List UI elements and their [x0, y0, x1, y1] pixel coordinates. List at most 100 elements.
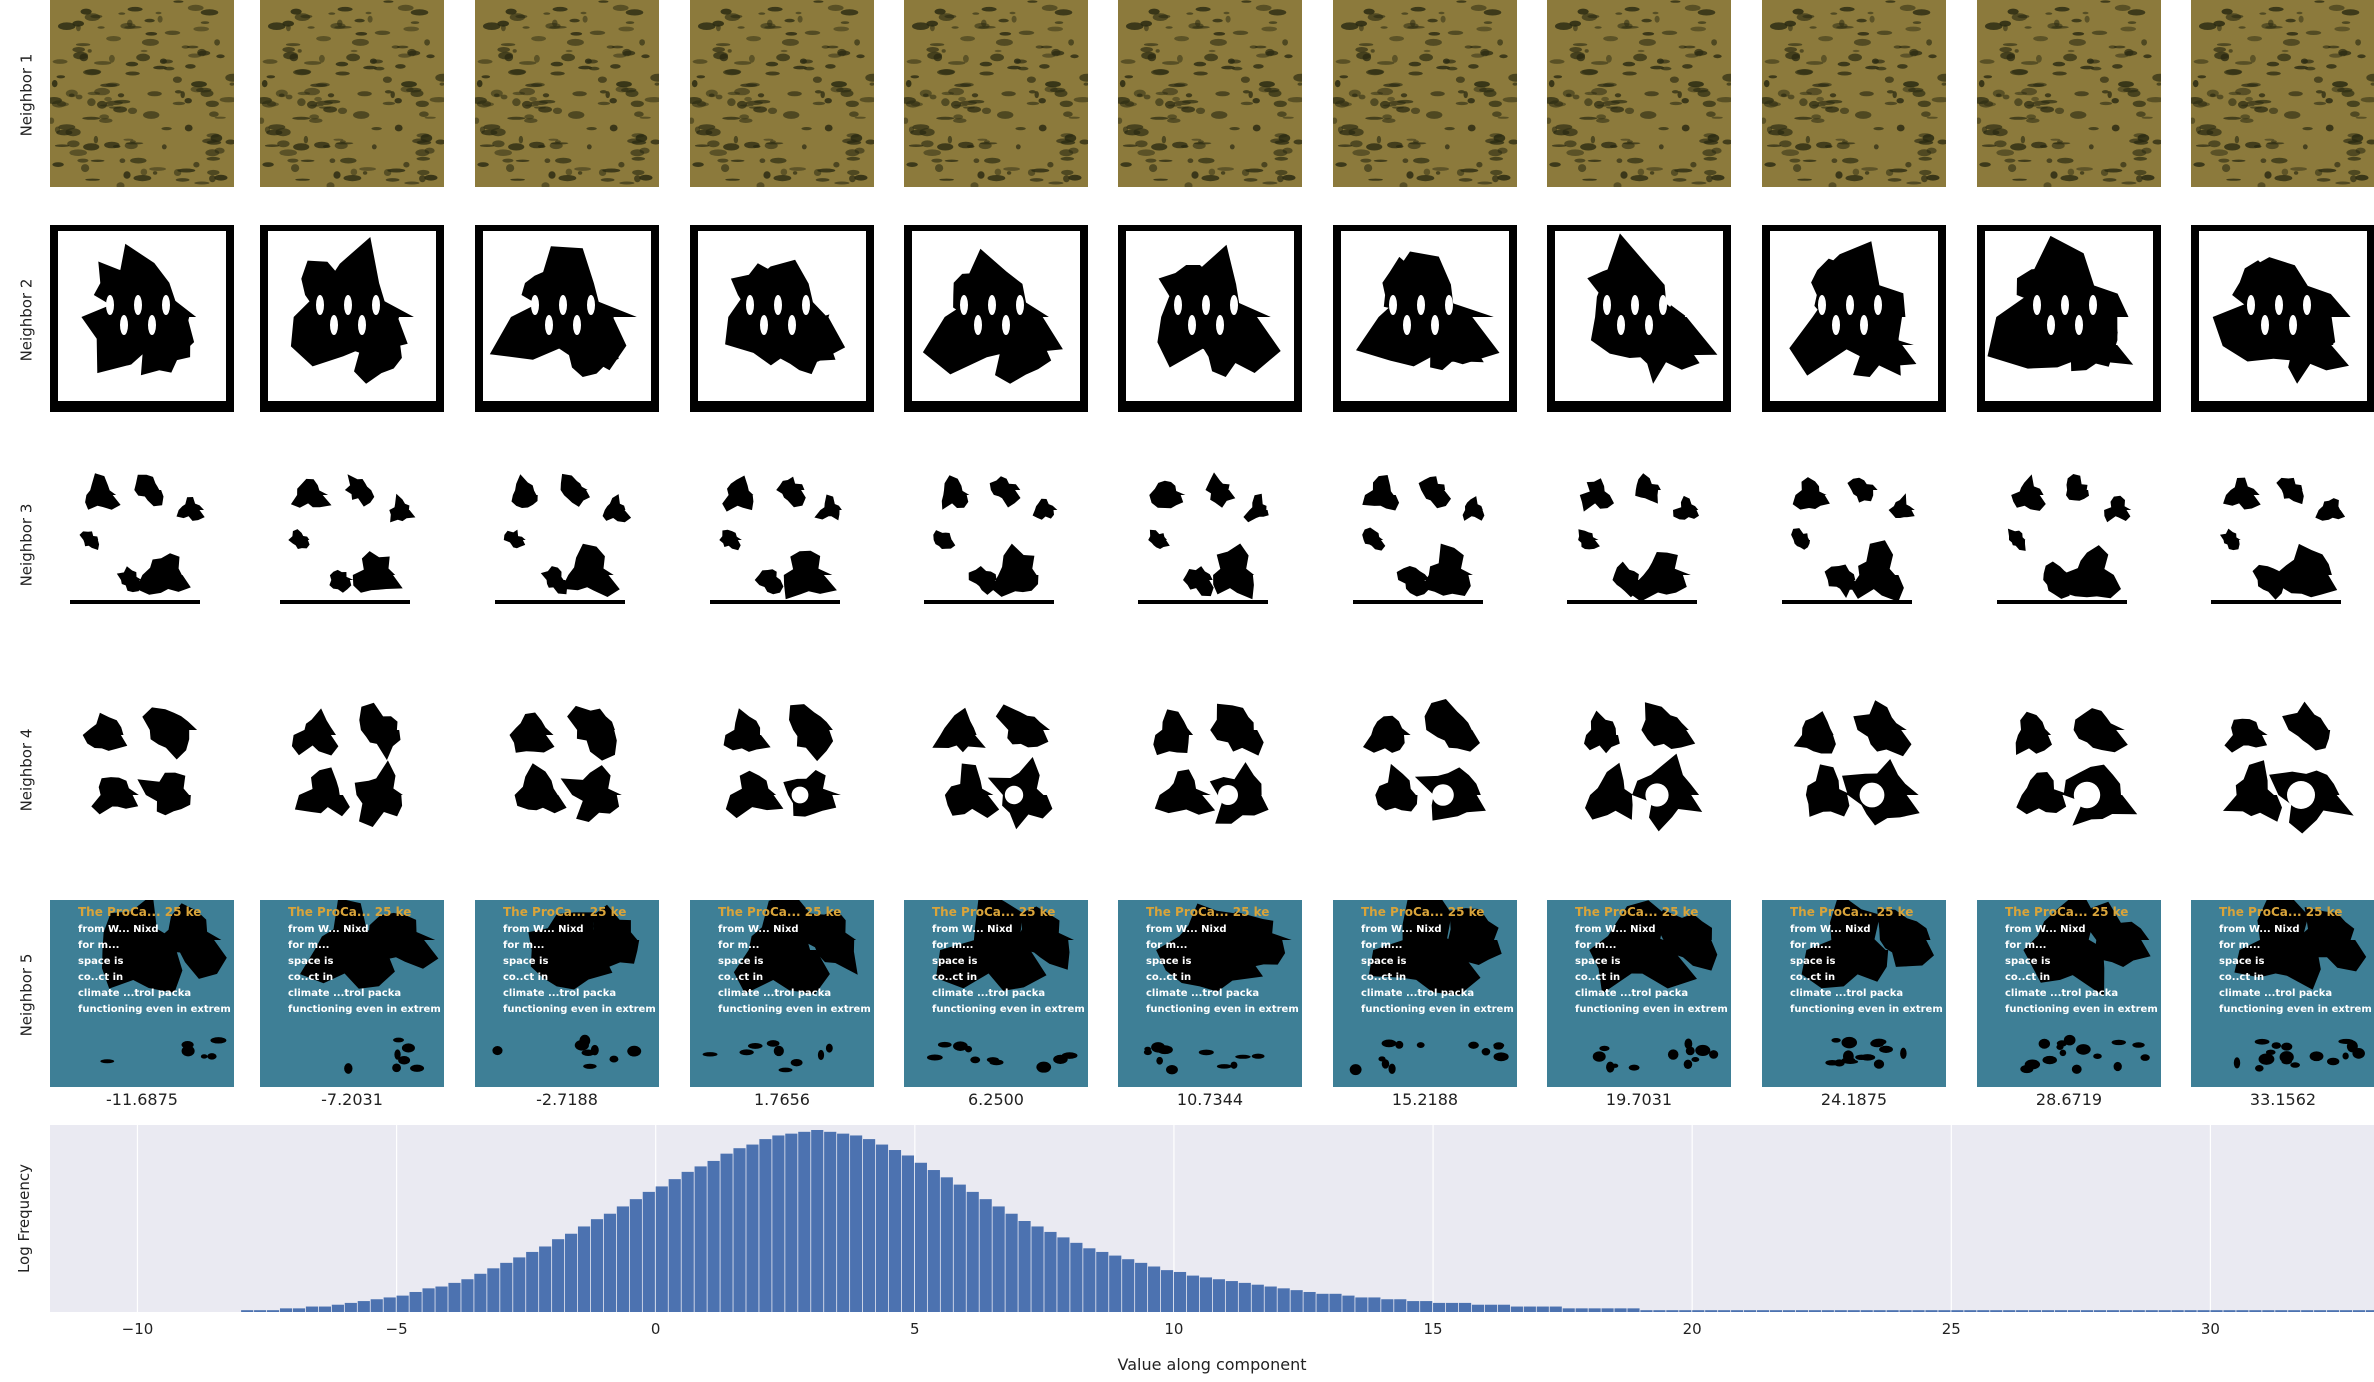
column-value: 15.2188 — [1391, 1090, 1459, 1109]
neighbor-image — [1762, 225, 1946, 412]
histogram-bar — [2301, 1310, 2314, 1312]
column-value: 33.1562 — [2249, 1090, 2317, 1109]
histogram-bar — [914, 1162, 927, 1312]
row-label-text: Neighbor 1 — [17, 53, 36, 137]
histogram-bar — [1238, 1282, 1251, 1312]
histogram-bar — [1057, 1237, 1070, 1312]
histogram-bar — [2158, 1310, 2171, 1312]
column-value: -11.6875 — [106, 1090, 178, 1109]
overlay-text: co..ct in — [2219, 972, 2264, 983]
histogram-bar — [1536, 1306, 1549, 1312]
neighbor-image — [1118, 450, 1302, 637]
overlay-text: from W... Nixd — [1790, 924, 1871, 935]
neighbor-image — [1762, 675, 1946, 862]
histogram-bar — [279, 1308, 293, 1312]
histogram-bar — [707, 1160, 720, 1312]
histogram-bar — [2042, 1310, 2055, 1312]
overlay-text: for m... — [718, 940, 759, 951]
neighbor-image: The ProCa... 25 ke from W... Nixd for m...… — [50, 900, 234, 1087]
histogram-bar — [2029, 1310, 2042, 1312]
overlay-text: for m... — [932, 940, 973, 951]
histogram-bar — [267, 1310, 280, 1312]
neighbor-image — [1118, 0, 1302, 187]
histogram-bar — [1135, 1262, 1148, 1312]
histogram-bar — [2210, 1310, 2223, 1312]
neighbor-image — [1118, 675, 1302, 862]
histogram-bar — [1756, 1310, 1770, 1312]
histogram-bar — [1225, 1281, 1238, 1312]
neighbor-image — [260, 450, 444, 637]
neighbor-image — [50, 450, 234, 637]
histogram-bar — [1471, 1304, 1485, 1312]
histogram-bar — [590, 1219, 604, 1312]
histogram-bar — [2249, 1310, 2262, 1312]
histogram-bar — [254, 1310, 267, 1312]
column-value: -2.7188 — [536, 1090, 598, 1109]
neighbor-image — [2191, 0, 2374, 187]
histogram-bar — [1795, 1310, 1808, 1312]
neighbor-image — [50, 225, 234, 412]
histogram-bar — [1834, 1310, 1847, 1312]
neighbor-image — [260, 225, 444, 412]
histogram-bar — [448, 1282, 461, 1312]
overlay-text: for m... — [78, 940, 119, 951]
overlay-text: The ProCa... 25 ke — [1575, 905, 1698, 919]
neighbor-image — [2191, 450, 2374, 637]
overlay-text: for m... — [1361, 940, 1402, 951]
overlay-text: climate ...trol packa — [932, 988, 1045, 999]
neighbor-image — [2191, 675, 2374, 862]
overlay-text: The ProCa... 25 ke — [288, 905, 411, 919]
column-value: 10.7344 — [1176, 1090, 1244, 1109]
histogram-bar — [1497, 1304, 1511, 1312]
histogram-bar — [1951, 1310, 1964, 1312]
histogram-bar — [526, 1251, 539, 1312]
x-tick-label: 30 — [2201, 1320, 2220, 1338]
histogram-bar — [331, 1304, 344, 1312]
overlay-text: from W... Nixd — [718, 924, 799, 935]
overlay-text: for m... — [1575, 940, 1616, 951]
neighbor-image — [690, 0, 874, 187]
overlay-text: The ProCa... 25 ke — [932, 905, 1055, 919]
x-tick-label: −5 — [386, 1320, 408, 1338]
overlay-text: co..ct in — [2005, 972, 2050, 983]
overlay-text: climate ...trol packa — [2219, 988, 2332, 999]
overlay-text: functioning even in extrem — [1790, 1004, 1943, 1015]
row-label: Neighbor 3 — [6, 450, 46, 640]
histogram-bar — [1782, 1310, 1796, 1312]
overlay-text: The ProCa... 25 ke — [503, 905, 626, 919]
histogram-bar — [1407, 1301, 1420, 1312]
histogram-bar — [292, 1308, 306, 1312]
overlay-text: space is — [1575, 956, 1620, 967]
histogram-bar — [2236, 1310, 2249, 1312]
overlay-text: for m... — [2219, 940, 2260, 951]
histogram-bar — [1562, 1308, 1575, 1312]
overlay-text: space is — [1361, 956, 1406, 967]
histogram-bar — [2262, 1310, 2275, 1312]
histogram-bar — [2327, 1310, 2340, 1312]
histogram-bar — [305, 1306, 319, 1312]
histogram-bar — [1523, 1306, 1536, 1312]
histogram-bar — [616, 1206, 629, 1312]
histogram-bar — [1342, 1295, 1355, 1312]
overlay-text: from W... Nixd — [2005, 924, 2086, 935]
histogram-bar — [1614, 1308, 1627, 1312]
histogram-bar — [1821, 1310, 1834, 1312]
row-label-text: Neighbor 3 — [17, 503, 36, 587]
histogram-bar — [2016, 1310, 2029, 1312]
histogram-bar — [2365, 1310, 2374, 1312]
neighbor-image: The ProCa... 25 ke from W... Nixd for m...… — [690, 900, 874, 1087]
histogram-bar — [1873, 1310, 1886, 1312]
histogram-bar — [344, 1302, 357, 1312]
histogram-bar — [1070, 1242, 1083, 1312]
column-value: 1.7656 — [754, 1090, 810, 1109]
histogram-bar — [1847, 1310, 1860, 1312]
neighbor-image: The ProCa... 25 ke from W... Nixd for m...… — [1547, 900, 1731, 1087]
histogram-bar — [1277, 1288, 1290, 1312]
histogram-bar — [1160, 1270, 1174, 1312]
histogram-bar — [759, 1139, 772, 1312]
histogram-bar — [383, 1297, 396, 1312]
histogram-bar — [1381, 1299, 1394, 1312]
histogram-bar — [1212, 1279, 1225, 1312]
histogram-bar — [435, 1286, 448, 1312]
histogram-bar — [1122, 1259, 1135, 1312]
